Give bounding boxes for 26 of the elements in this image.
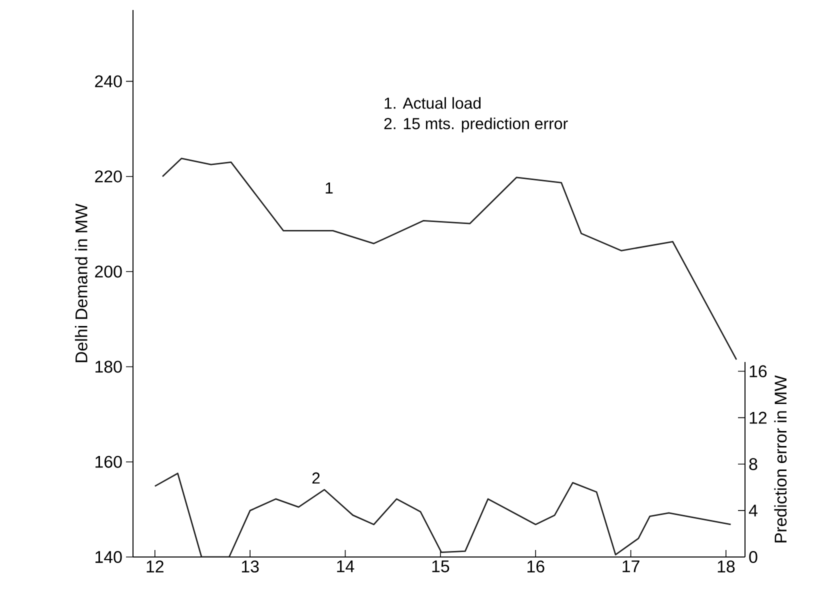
annotation: 1. Actual load bbox=[384, 97, 481, 109]
x-tick-label: 18 bbox=[718, 560, 735, 572]
y2-tick-label: 12 bbox=[750, 412, 767, 424]
x-tick-label: 12 bbox=[146, 560, 164, 572]
x-tick-label: 16 bbox=[527, 560, 544, 572]
y-tick-label: 160 bbox=[96, 456, 122, 468]
annotation: 2 bbox=[312, 472, 320, 484]
y2-tick-label: 16 bbox=[750, 365, 767, 378]
annotation: 2. 15 mts. prediction error bbox=[384, 118, 568, 132]
x-tick-label: 17 bbox=[622, 560, 640, 572]
y-axis-title: Delhi Demand in MW bbox=[74, 204, 88, 362]
x-tick-label: 15 bbox=[432, 560, 450, 572]
y-tick-label: 240 bbox=[95, 75, 122, 88]
annotation: 1 bbox=[326, 182, 333, 194]
line-series bbox=[154, 472, 732, 557]
y2-tick-label: 8 bbox=[749, 458, 758, 470]
y2-tick-label: 0 bbox=[749, 550, 758, 563]
x-tick-label: 13 bbox=[242, 560, 259, 572]
y-tick-label: 140 bbox=[96, 550, 122, 563]
y-tick-label: 180 bbox=[96, 360, 122, 373]
line-series bbox=[162, 158, 738, 360]
y-tick-label: 220 bbox=[95, 170, 122, 182]
y2-tick-label: 4 bbox=[748, 504, 758, 516]
y2-axis-title: Prediction error in MW bbox=[774, 375, 787, 542]
x-tick-label: 14 bbox=[337, 560, 354, 572]
y-tick-label: 200 bbox=[95, 266, 122, 278]
